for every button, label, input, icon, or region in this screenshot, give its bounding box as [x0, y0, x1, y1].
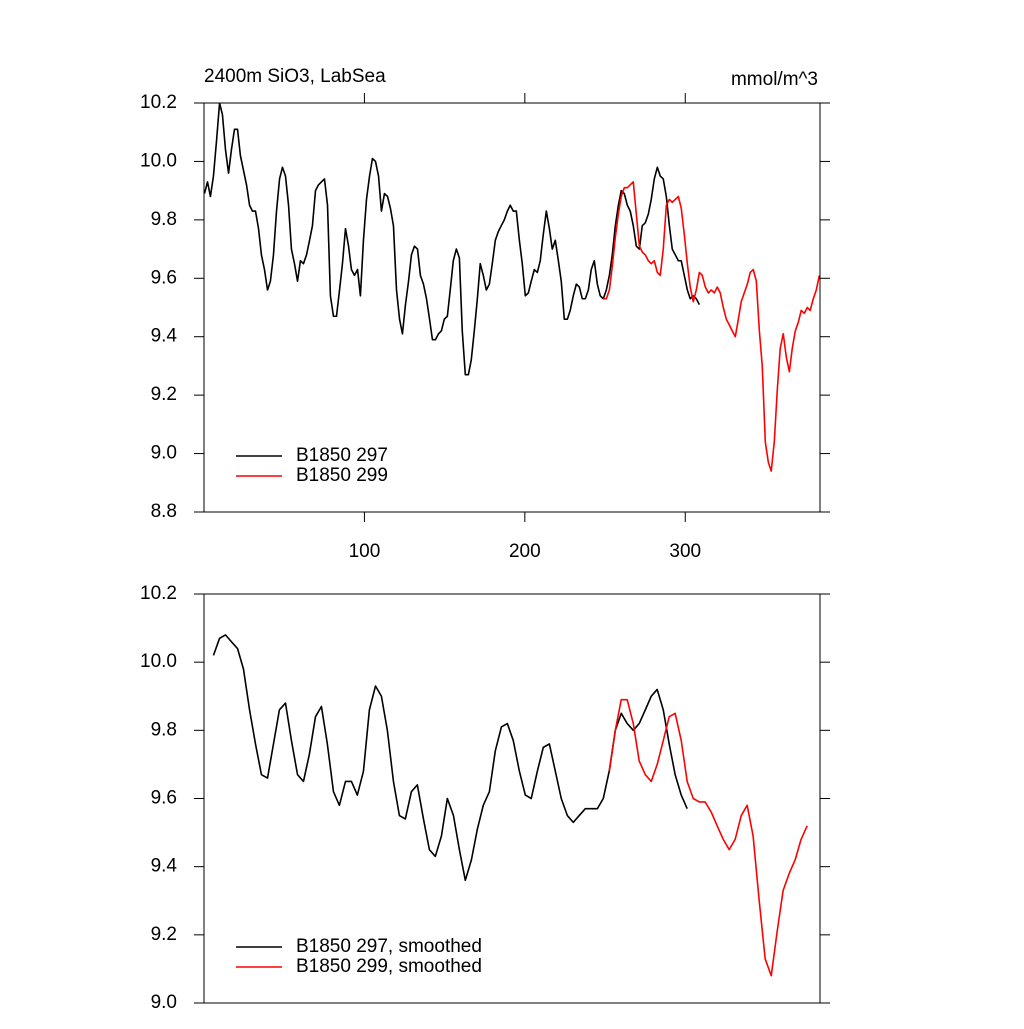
data-line [608, 698, 808, 977]
data-line [603, 181, 820, 472]
x-tick-label: 100 [349, 541, 381, 562]
y-tick-label: 9.2 [151, 384, 177, 405]
y-tick-label: 10.2 [140, 92, 177, 113]
chart-title: 2400m SiO3, LabSea [204, 66, 386, 87]
y-tick-label: 10.0 [140, 651, 177, 672]
x-tick-label: 300 [669, 541, 701, 562]
y-tick-label: 9.6 [151, 788, 177, 809]
legend-label: B1850 299, smoothed [296, 956, 482, 977]
y-tick-label: 8.8 [151, 501, 177, 522]
y-tick-label: 9.2 [151, 924, 177, 945]
y-tick-label: 9.8 [151, 719, 177, 740]
chart: 9.0 9.2 9.4 9.6 9.8 10.0 10.2 B1850 297, smooth… [140, 583, 830, 1013]
legend-label: B1850 297, smoothed [296, 936, 482, 957]
y-tick-label: 9.8 [151, 209, 177, 230]
y-tick-label: 9.4 [151, 326, 178, 347]
unit-label: mmol/m^3 [731, 69, 818, 90]
plot-frame [203, 102, 821, 513]
y-tick-label: 10.2 [140, 583, 177, 604]
plot-area [212, 634, 808, 977]
data-line [204, 103, 701, 376]
legend-label: B1850 299 [296, 465, 388, 486]
y-tick-label: 9.0 [151, 992, 177, 1013]
y-tick-label: 10.0 [140, 150, 177, 171]
legend-label: B1850 297 [296, 445, 388, 466]
chart: 2400m SiO3, LabSea mmol/m^3 8.8 9.0 9.2 9.4 9.… [140, 66, 830, 562]
y-tick-label: 9.4 [151, 856, 178, 877]
plot-frame [203, 593, 821, 1004]
y-tick-label: 9.0 [151, 443, 177, 464]
x-tick-label: 200 [509, 541, 541, 562]
data-line [212, 634, 688, 882]
plot-area [204, 103, 820, 472]
y-tick-label: 9.6 [151, 267, 177, 288]
